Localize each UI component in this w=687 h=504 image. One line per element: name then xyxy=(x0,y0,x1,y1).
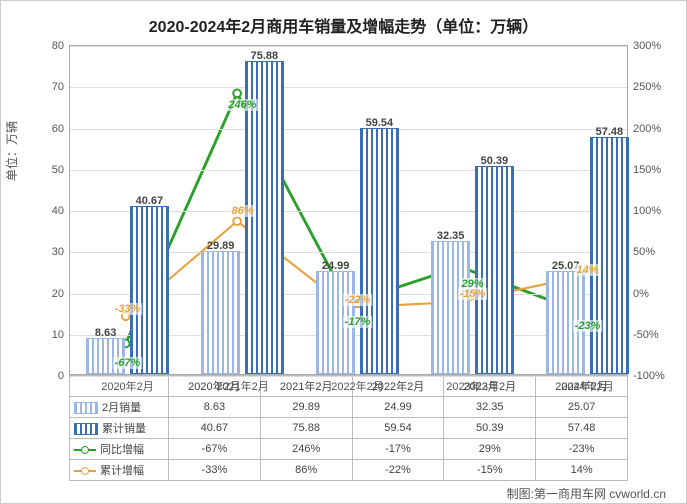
bar-label: 75.88 xyxy=(251,50,279,62)
bar-label: 8.63 xyxy=(95,327,116,339)
bar-cum_sales: 50.39 xyxy=(475,166,514,374)
chart-footer: 制图:第一商用车网 cvworld.cn xyxy=(15,485,672,502)
bar-label: 50.39 xyxy=(481,155,509,167)
x-label: 2022年2月 xyxy=(331,378,384,394)
line-point-label: -15% xyxy=(458,288,488,300)
x-label: 2021年2月 xyxy=(216,378,269,394)
line-point-label: -22% xyxy=(343,294,373,306)
y2-tick: 50% xyxy=(627,246,655,258)
y2-tick: 100% xyxy=(627,205,661,217)
line-point-label: -33% xyxy=(113,303,143,315)
y2-tick: -100% xyxy=(627,370,665,382)
table-row: 2月销量8.6329.8924.9932.3525.07 xyxy=(70,397,628,418)
bar-label: 59.54 xyxy=(366,117,394,129)
bar-feb_sales: 29.89 xyxy=(201,251,240,374)
chart-area: 2020年2月2021年2月2022年2月2023年2月2024年2月 0102… xyxy=(69,45,628,375)
y1-tick: 40 xyxy=(52,205,70,217)
line-point-label: -67% xyxy=(113,357,143,369)
y2-tick: 300% xyxy=(627,40,661,52)
y1-tick: 80 xyxy=(52,40,70,52)
y2-tick: 0% xyxy=(627,288,649,300)
bar-label: 32.35 xyxy=(437,230,465,242)
line-point-label: 246% xyxy=(226,99,258,111)
y1-axis-label: 单位：万辆 xyxy=(3,121,20,181)
table-row: 累计销量40.6775.8859.5450.3957.48 xyxy=(70,418,628,439)
table-row: 累计增幅-33%86%-22%-15%14% xyxy=(70,460,628,481)
bar-feb_sales: 32.35 xyxy=(431,241,470,374)
y2-tick: 200% xyxy=(627,123,661,135)
y1-tick: 60 xyxy=(52,123,70,135)
y1-tick: 50 xyxy=(52,164,70,176)
chart-container: 2020-2024年2月商用车销量及增幅走势（单位：万辆） 单位：万辆 2020… xyxy=(0,0,687,504)
table-row: 同比增幅-67%246%-17%29%-23% xyxy=(70,439,628,460)
bar-label: 40.67 xyxy=(136,195,164,207)
x-axis-labels: 2020年2月 2021年2月 2022年2月 2023年2月 2024年2月 xyxy=(70,374,627,394)
bar-cum_sales: 57.48 xyxy=(590,137,629,374)
bar-cum_sales: 59.54 xyxy=(360,128,399,374)
y1-tick: 20 xyxy=(52,288,70,300)
y1-tick: 10 xyxy=(52,329,70,341)
bar-label: 57.48 xyxy=(596,126,624,138)
line-point-label: 14% xyxy=(574,264,600,276)
y1-tick: 70 xyxy=(52,81,70,93)
y2-tick: -50% xyxy=(627,329,659,341)
line-point-label: -23% xyxy=(573,320,603,332)
chart-title: 2020-2024年2月商用车销量及增幅走势（单位：万辆） xyxy=(15,13,672,37)
bar-label: 29.89 xyxy=(207,240,235,252)
line-point-label: 86% xyxy=(229,205,255,217)
bar-cum_sales: 40.67 xyxy=(130,206,169,374)
y2-tick: 250% xyxy=(627,81,661,93)
x-label: 2023年2月 xyxy=(446,378,499,394)
x-label: 2024年2月 xyxy=(561,378,614,394)
y2-tick: 150% xyxy=(627,164,661,176)
y1-tick: 0 xyxy=(58,370,70,382)
plot-region: 2020年2月2021年2月2022年2月2023年2月2024年2月 0102… xyxy=(69,45,628,375)
y1-tick: 30 xyxy=(52,246,70,258)
bar-label: 24.99 xyxy=(322,260,350,272)
line-point-label: -17% xyxy=(343,316,373,328)
x-label: 2020年2月 xyxy=(101,378,154,394)
